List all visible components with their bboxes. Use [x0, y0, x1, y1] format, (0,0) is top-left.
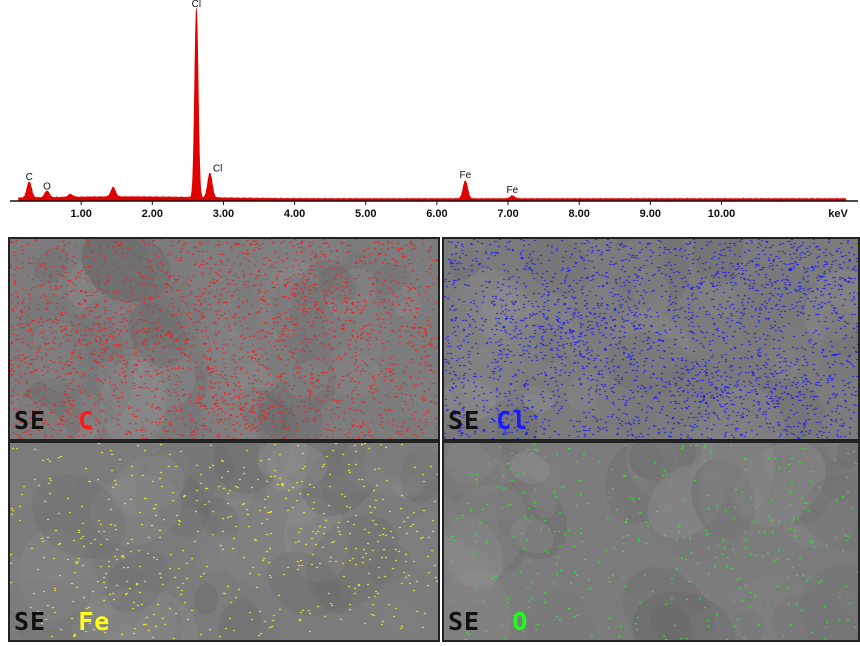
x-tick-label: 1.00 [70, 208, 91, 220]
map-image-cl [444, 239, 858, 439]
x-tick-label: 6.00 [426, 208, 447, 220]
x-tick-label: 2.00 [142, 208, 163, 220]
map-image-o [444, 443, 858, 640]
map-element: Cl [496, 406, 529, 435]
peak-label: C [26, 172, 33, 183]
x-tick-label: 3.00 [213, 208, 234, 220]
map-image-c [10, 239, 438, 439]
map-element: O [512, 607, 529, 636]
x-tick-label: 8.00 [568, 208, 589, 220]
x-tick-label: 4.00 [284, 208, 305, 220]
elemental-maps-grid: SE C SE Cl SE Fe SE O [8, 237, 860, 642]
peak-labels: CO Cl Cl Fe Fe [26, 0, 519, 196]
x-tick-label: 7.00 [497, 208, 518, 220]
spectrum-curve [18, 8, 847, 202]
peak-label: Cl [213, 163, 222, 174]
map-prefix: SE [448, 607, 481, 636]
eds-spectrum-chart: 1.00 2.00 3.00 4.00 5.00 6.00 7.00 8.00 9.00 10.0… [10, 0, 858, 220]
map-image-fe [10, 443, 438, 640]
map-label-c: SE C [14, 406, 94, 435]
peak-label: Fe [506, 185, 518, 196]
map-label-cl: SE Cl [448, 406, 528, 435]
map-label-fe: SE Fe [14, 607, 110, 636]
peak-label: Fe [460, 170, 472, 181]
x-tick-label: 9.00 [640, 208, 661, 220]
map-prefix: SE [14, 406, 47, 435]
x-axis-ticks: 1.00 2.00 3.00 4.00 5.00 6.00 7.00 8.00 9.00 10.0… [70, 201, 735, 220]
map-label-o: SE O [448, 607, 528, 636]
x-axis-label: keV [828, 208, 848, 220]
x-tick-label: 10.00 [708, 208, 736, 220]
peak-label: Cl [192, 0, 201, 10]
x-tick-label: 5.00 [355, 208, 376, 220]
map-panel-fe: SE Fe [8, 441, 440, 642]
map-panel-o: SE O [442, 441, 860, 642]
map-element: C [78, 406, 95, 435]
peak-label: O [43, 181, 51, 192]
spectrum-series [18, 8, 847, 202]
map-prefix: SE [448, 406, 481, 435]
map-element: Fe [78, 607, 111, 636]
map-prefix: SE [14, 607, 47, 636]
map-panel-cl: SE Cl [442, 237, 860, 441]
map-panel-c: SE C [8, 237, 440, 441]
